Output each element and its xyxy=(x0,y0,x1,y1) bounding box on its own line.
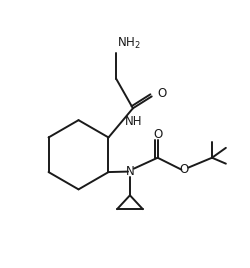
Text: O: O xyxy=(158,87,167,100)
Text: NH$_2$: NH$_2$ xyxy=(117,36,141,51)
Text: N: N xyxy=(126,165,134,178)
Text: O: O xyxy=(153,128,162,140)
Text: O: O xyxy=(180,163,189,176)
Text: NH: NH xyxy=(125,116,142,128)
